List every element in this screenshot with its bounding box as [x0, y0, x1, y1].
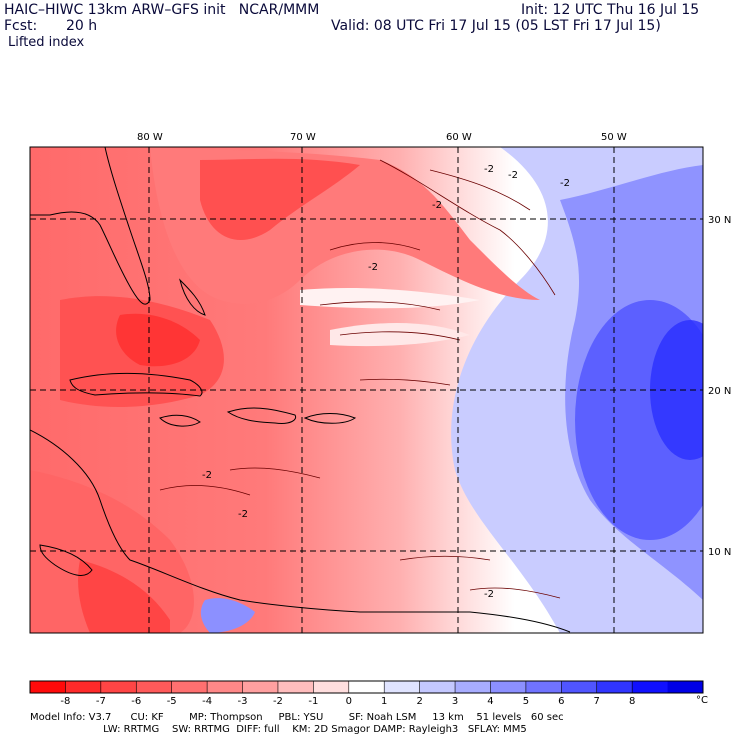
contour-label: -2 [238, 509, 248, 520]
model-info-line2: LW: RRTMG SW: RRTMG DIFF: full KM: 2D Sm… [30, 724, 527, 735]
colorbar-tick-label: -5 [167, 696, 177, 707]
lon-label-60w: 60 W [446, 132, 472, 143]
colorbar-tick-label: 0 [346, 696, 352, 707]
map-frame [29, 146, 704, 634]
colorbar-tick-label: 8 [629, 696, 635, 707]
contour-labels: -2 -2 -2 -2 -2 -2 -2 -2 [202, 164, 570, 600]
colorbar-tick-label: -7 [96, 696, 106, 707]
colorbar-swatch [242, 681, 279, 693]
colorbar-swatch [632, 681, 669, 693]
colorbar: -8 -7 -6 -5 -4 -3 -2 -1 0 1 2 3 4 5 6 7 8 [29, 680, 704, 707]
colorbar-unit: °C [696, 695, 708, 706]
contour-label: -2 [560, 178, 570, 189]
colorbar-tick-label: -4 [202, 696, 212, 707]
colorbar-tick-label: 3 [452, 696, 458, 707]
colorbar-tick-label: -1 [308, 696, 318, 707]
contour-label: -2 [484, 589, 494, 600]
contour-label: -2 [484, 164, 494, 175]
colorbar-swatch [171, 681, 208, 693]
colorbar-swatch [30, 681, 66, 693]
lon-label-70w: 70 W [290, 132, 316, 143]
contour-label: -2 [508, 170, 518, 181]
lat-label-10n: 10 N [708, 547, 731, 558]
init-time: Init: 12 UTC Thu 16 Jul 15 [521, 2, 700, 18]
colorbar-swatch [667, 681, 704, 693]
colorbar-swatch [384, 681, 421, 693]
colorbar-swatch [100, 681, 137, 693]
field-name: Lifted index [8, 35, 85, 50]
forecast-label: Fcst: [4, 18, 38, 34]
colorbar-swatch [348, 681, 385, 693]
colorbar-frame [29, 680, 704, 694]
colorbar-tick-label: -3 [238, 696, 248, 707]
colorbar-tick-label: 7 [594, 696, 600, 707]
colorbar-tick-label: 6 [558, 696, 564, 707]
colorbar-tick-label: 2 [416, 696, 422, 707]
lat-label-30n: 30 N [708, 215, 731, 226]
colorbar-swatch [490, 681, 527, 693]
colorbar-swatch [525, 681, 562, 693]
contour-label: -2 [202, 470, 212, 481]
colorbar-swatch [207, 681, 244, 693]
coastlines [30, 147, 571, 633]
colorbar-swatch [65, 681, 102, 693]
colorbar-swatch [596, 681, 633, 693]
lon-label-80w: 80 W [137, 132, 163, 143]
colorbar-tick-label: 1 [381, 696, 387, 707]
colorbar-swatch [455, 681, 491, 693]
colorbar-swatch [136, 681, 173, 693]
lat-label-20n: 20 N [708, 386, 731, 397]
contours [159, 159, 561, 599]
title-left: HAIC–HIWC 13km ARW–GFS init NCAR/MMM [4, 2, 320, 18]
colorbar-swatch [561, 681, 598, 693]
colorbar-swatch [277, 681, 314, 693]
valid-time: Valid: 08 UTC Fri 17 Jul 15 (05 LST Fri … [331, 18, 661, 34]
contour-label: -2 [368, 262, 378, 273]
model-info-line1: Model Info: V3.7 CU: KF MP: Thompson PBL… [30, 712, 564, 723]
colorbar-swatch [313, 681, 350, 693]
lat-lon-grid [30, 147, 703, 633]
colorbar-tick-label: -2 [273, 696, 283, 707]
colorbar-tick-label: 4 [487, 696, 493, 707]
colorbar-tick-label: -8 [60, 696, 70, 707]
lon-label-50w: 50 W [601, 132, 627, 143]
forecast-hour: 20 h [66, 18, 98, 34]
colorbar-swatch [419, 681, 456, 693]
colorbar-tick-label: -6 [131, 696, 141, 707]
colorbar-tick-label: 5 [523, 696, 529, 707]
contour-label: -2 [432, 200, 442, 211]
